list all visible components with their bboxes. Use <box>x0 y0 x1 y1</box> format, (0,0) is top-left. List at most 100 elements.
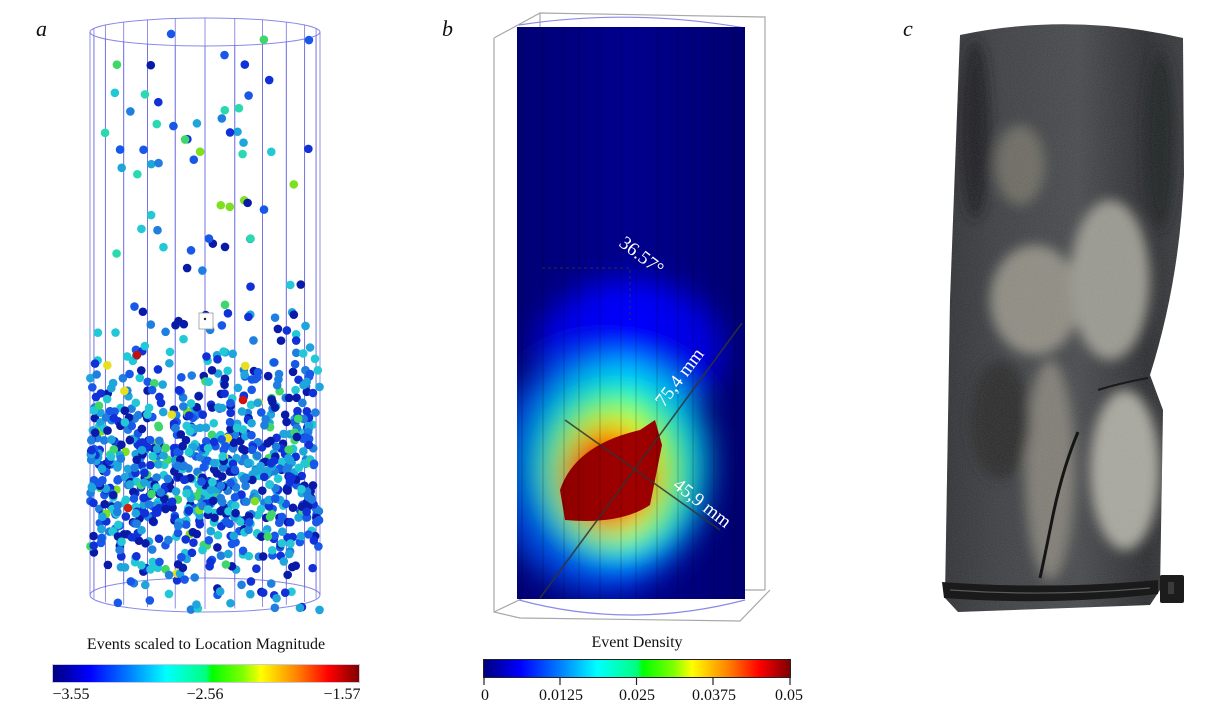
event-point <box>308 481 318 490</box>
event-point <box>277 457 286 467</box>
rock-core <box>945 24 1184 612</box>
event-point <box>258 588 268 597</box>
event-point <box>140 90 150 99</box>
event-point <box>289 180 299 189</box>
event-point <box>273 474 283 483</box>
event-point <box>229 531 239 541</box>
event-point <box>238 425 248 434</box>
event-point <box>291 385 300 395</box>
event-point <box>310 354 320 364</box>
event-point <box>239 138 248 147</box>
event-point <box>220 389 229 398</box>
event-point <box>252 564 261 573</box>
event-point <box>282 326 292 335</box>
event-point <box>184 506 194 515</box>
event-point <box>120 472 130 482</box>
event-point <box>154 534 164 543</box>
event-point <box>207 403 217 412</box>
event-point <box>187 548 197 558</box>
colorbar-b <box>483 659 791 678</box>
event-point <box>209 437 219 447</box>
event-point <box>137 445 147 455</box>
event-point <box>127 421 137 431</box>
event-point <box>132 519 141 528</box>
event-point <box>240 361 250 371</box>
event-point <box>223 309 233 318</box>
event-point <box>282 485 292 495</box>
event-point <box>292 432 302 442</box>
event-point <box>125 435 135 445</box>
event-point <box>273 324 283 334</box>
event-point <box>244 91 253 100</box>
event-point <box>279 429 288 439</box>
event-point <box>171 487 181 496</box>
panel-label-c: c <box>903 16 913 41</box>
event-point <box>272 593 281 603</box>
event-point <box>99 435 109 445</box>
event-point <box>271 442 281 451</box>
event-point <box>221 442 230 451</box>
event-point <box>123 464 133 474</box>
event-point <box>108 490 118 500</box>
event-point <box>226 398 235 408</box>
event-point <box>172 576 182 585</box>
event-point <box>138 438 147 447</box>
event-point <box>132 350 142 360</box>
event-point <box>246 282 255 291</box>
event-point <box>173 528 183 538</box>
event-point <box>304 35 314 45</box>
event-point <box>179 461 189 471</box>
event-point <box>288 367 298 377</box>
event-point <box>173 521 183 531</box>
event-point <box>225 128 235 137</box>
event-point <box>86 373 95 383</box>
event-point <box>223 366 232 376</box>
event-point <box>98 512 107 522</box>
cylinder-bottom-rim <box>518 599 746 616</box>
event-point <box>133 169 142 179</box>
event-point <box>237 407 247 416</box>
event-point <box>226 598 235 608</box>
event-point <box>296 280 306 289</box>
colorbar-a <box>52 664 360 683</box>
event-point <box>216 493 226 503</box>
event-point <box>246 234 255 243</box>
event-point <box>145 435 155 445</box>
event-point <box>257 532 266 541</box>
event-point <box>207 430 217 440</box>
event-point <box>250 496 260 506</box>
event-point <box>302 507 311 517</box>
event-point <box>158 407 168 417</box>
event-point <box>136 366 146 375</box>
event-point <box>141 539 150 548</box>
event-point <box>198 266 207 275</box>
event-point <box>263 439 272 448</box>
event-point <box>290 359 300 369</box>
event-point <box>304 530 313 539</box>
event-point <box>127 532 137 542</box>
event-point <box>256 408 266 417</box>
event-point <box>178 563 188 573</box>
event-point <box>103 426 112 435</box>
event-point <box>102 394 112 404</box>
event-point <box>120 418 130 427</box>
event-point <box>89 531 98 541</box>
panel-label-a: a <box>36 16 47 41</box>
event-point <box>233 127 242 137</box>
event-point <box>249 336 258 345</box>
density-field <box>517 27 745 599</box>
event-point <box>258 552 268 561</box>
event-point <box>217 435 226 444</box>
event-point <box>144 500 154 509</box>
event-point <box>259 472 269 482</box>
event-point <box>108 378 118 388</box>
event-point <box>109 445 119 454</box>
event-point <box>266 459 276 468</box>
event-point <box>247 385 256 395</box>
event-point <box>230 492 240 502</box>
event-point <box>179 319 189 329</box>
event-point <box>192 119 202 128</box>
event-point <box>225 202 235 212</box>
event-point <box>284 453 293 463</box>
